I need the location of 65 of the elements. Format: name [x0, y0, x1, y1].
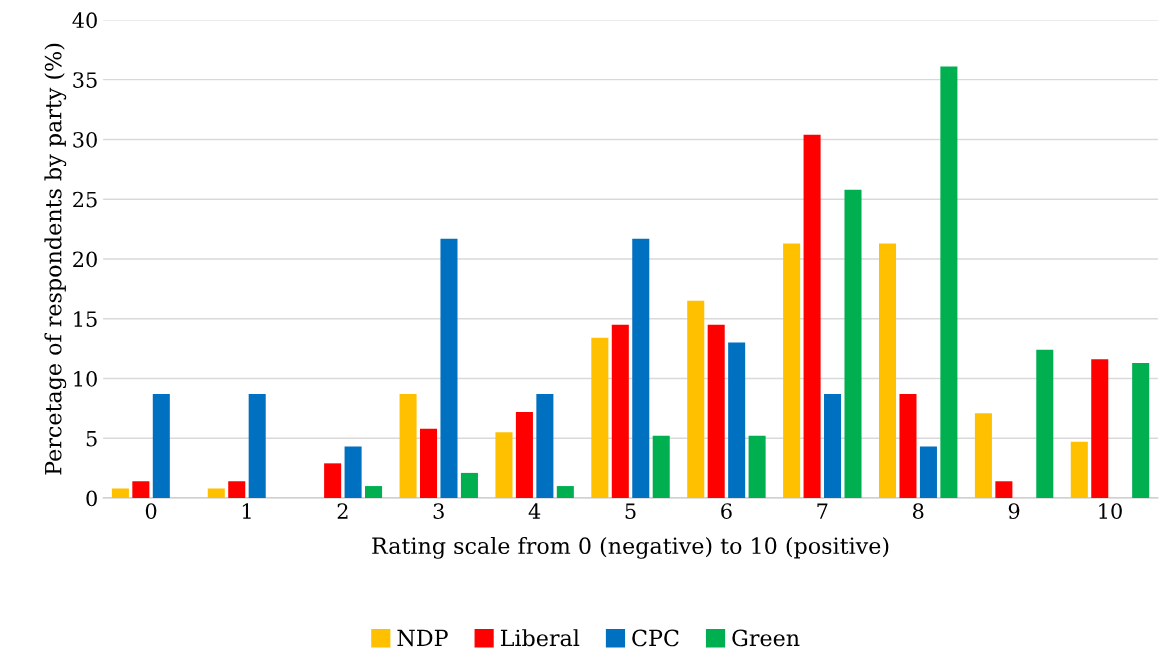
bar	[728, 342, 746, 498]
bar	[844, 189, 862, 498]
bar	[536, 394, 554, 498]
x-tick-label: 6	[721, 503, 732, 519]
bar	[207, 488, 225, 498]
bar	[460, 472, 478, 498]
bar	[748, 435, 766, 498]
x-tick-label: 2	[337, 503, 348, 519]
bar	[824, 394, 842, 498]
bar	[591, 337, 609, 498]
bar	[974, 413, 992, 498]
y-tick-label: 25	[73, 191, 97, 208]
x-tick-label: 8	[912, 503, 924, 519]
bar	[152, 394, 170, 498]
bar	[783, 243, 801, 498]
y-tick-label: 5	[86, 430, 97, 447]
bar	[1070, 441, 1088, 498]
bar	[111, 488, 129, 498]
bar	[687, 300, 705, 498]
bar	[803, 134, 821, 498]
bar	[919, 446, 937, 498]
y-axis-title: Percetage of respondents by party (%)	[44, 43, 67, 475]
x-tick-label: 10	[1099, 503, 1122, 519]
y-tick-label: 35	[73, 72, 97, 88]
x-tick-label: 9	[1008, 503, 1020, 519]
y-tick-label: 40	[72, 12, 97, 29]
legend-label: Liberal	[500, 629, 580, 647]
legend-label: CPC	[632, 629, 679, 647]
bar	[248, 394, 266, 498]
legend-label: Green	[732, 629, 800, 647]
bar	[940, 66, 958, 498]
bar	[324, 463, 342, 498]
bar	[344, 446, 362, 498]
x-tick-label: 4	[528, 503, 541, 519]
bar	[132, 481, 150, 498]
bar	[611, 324, 629, 498]
x-tick-label: 7	[817, 503, 828, 519]
bar	[515, 411, 533, 498]
y-tick-label: 30	[73, 131, 97, 148]
y-tick-label: 15	[74, 311, 97, 327]
bar	[1091, 359, 1109, 498]
bar	[420, 428, 438, 498]
x-tick-label: 5	[625, 503, 636, 519]
legend-label: NDP	[397, 629, 448, 647]
bar	[632, 238, 650, 498]
bar	[995, 481, 1013, 498]
y-tick-label: 10	[74, 370, 97, 387]
x-tick-label: 3	[433, 503, 444, 519]
x-tick-label: 1	[242, 503, 251, 519]
bar	[556, 486, 574, 498]
bar	[1036, 349, 1054, 498]
x-axis-title: Rating scale from 0 (negative) to 10 (positive)	[372, 536, 889, 559]
bar	[399, 394, 417, 498]
y-tick-label: 0	[86, 490, 97, 507]
bar	[365, 486, 383, 498]
bar	[899, 394, 917, 498]
bar	[879, 243, 897, 498]
bar	[1132, 362, 1150, 498]
bar	[440, 238, 458, 498]
bar	[495, 432, 513, 498]
bar	[228, 481, 246, 498]
x-tick-label: 0	[145, 503, 157, 519]
bar	[707, 324, 725, 498]
y-tick-label: 20	[73, 251, 97, 268]
bar	[652, 435, 670, 498]
